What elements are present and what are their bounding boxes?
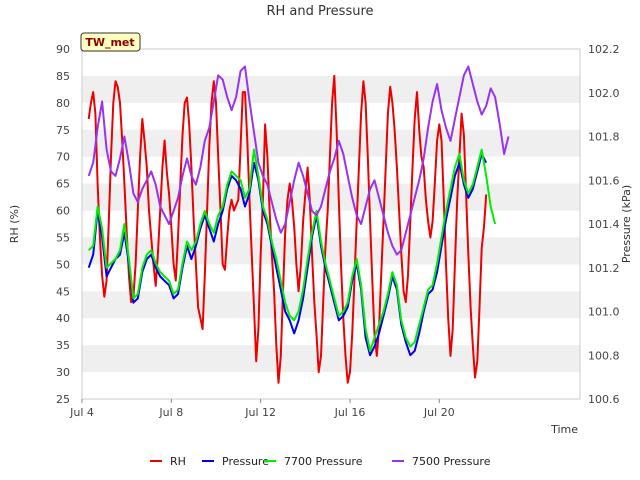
- y-right-tick-label: 101.4: [588, 218, 620, 231]
- series-line-rh: [87, 74, 488, 384]
- y-axis-right: 100.6 100.8 101.0 101.2 101.4 101.6 101.8 102.0…: [588, 43, 620, 406]
- grid-band: [82, 345, 580, 373]
- x-tick-label: Jul 12: [244, 406, 276, 419]
- x-tick-label: Jul 4: [69, 406, 94, 419]
- y-left-tick-label: 80: [56, 97, 70, 110]
- series-layer: [87, 65, 510, 384]
- y-left-tick-label: 40: [56, 312, 70, 325]
- legend-label-rh: RH: [170, 455, 186, 468]
- y-right-tick-label: 100.6: [588, 393, 620, 406]
- y-left-tick-label: 25: [56, 393, 70, 406]
- site-badge-box: [80, 32, 141, 52]
- y-left-tick-label: 60: [56, 205, 70, 218]
- y-left-tick-label: 75: [56, 124, 70, 137]
- x-tick-label: Jul 8: [158, 406, 183, 419]
- y-left-tick-label: 30: [56, 366, 70, 379]
- y-left-tick-label: 50: [56, 258, 70, 271]
- y-right-tick-label: 102.2: [588, 43, 620, 56]
- x-tick-label: Jul 20: [423, 406, 455, 419]
- y-right-tick-label: 101.2: [588, 262, 620, 275]
- series-line-7700-pressure: [88, 148, 497, 352]
- plot-area-border: [81, 48, 581, 400]
- grid-band: [82, 237, 580, 265]
- y-left-tick-label: 85: [56, 70, 70, 83]
- x-axis: Jul 4 Jul 8 Jul 12 Jul 16 Jul 20: [69, 399, 455, 419]
- legend: RH Pressure 7700 Pressure 7500 Pressure: [150, 455, 491, 468]
- grid-band: [82, 183, 580, 211]
- y-right-tick-label: 102.0: [588, 87, 620, 100]
- grid-band: [82, 291, 580, 319]
- y-axis-left: 25 30 35 40 45 50 55 60 65 70 75 80 85 90: [56, 43, 70, 406]
- series-line-7500-pressure: [87, 65, 510, 256]
- y-right-tick-label: 100.8: [588, 349, 620, 362]
- x-tick-label: Jul 16: [334, 406, 366, 419]
- site-badge-label: TW_met: [85, 36, 134, 49]
- x-axis-label: Time: [550, 423, 578, 436]
- y-axis-right-label: Pressure (kPa): [620, 185, 633, 263]
- y-right-tick-label: 101.8: [588, 131, 620, 144]
- grid-band: [82, 75, 580, 103]
- y-left-tick-label: 45: [56, 285, 70, 298]
- y-left-tick-label: 55: [56, 231, 70, 244]
- legend-label-7500-pressure: 7500 Pressure: [412, 455, 491, 468]
- y-left-tick-label: 90: [56, 43, 70, 56]
- y-right-tick-label: 101.0: [588, 306, 620, 319]
- y-left-tick-label: 70: [56, 151, 70, 164]
- legend-label-7700-pressure: 7700 Pressure: [284, 455, 363, 468]
- series-line-pressure: [87, 153, 488, 357]
- y-left-tick-label: 35: [56, 339, 70, 352]
- y-left-tick-label: 65: [56, 178, 70, 191]
- site-badge: TW_met: [80, 32, 141, 52]
- chart-title: RH and Pressure: [266, 4, 373, 19]
- y-right-tick-label: 101.6: [588, 174, 620, 187]
- legend-label-pressure: Pressure: [222, 455, 269, 468]
- y-axis-left-label: RH (%): [8, 205, 21, 243]
